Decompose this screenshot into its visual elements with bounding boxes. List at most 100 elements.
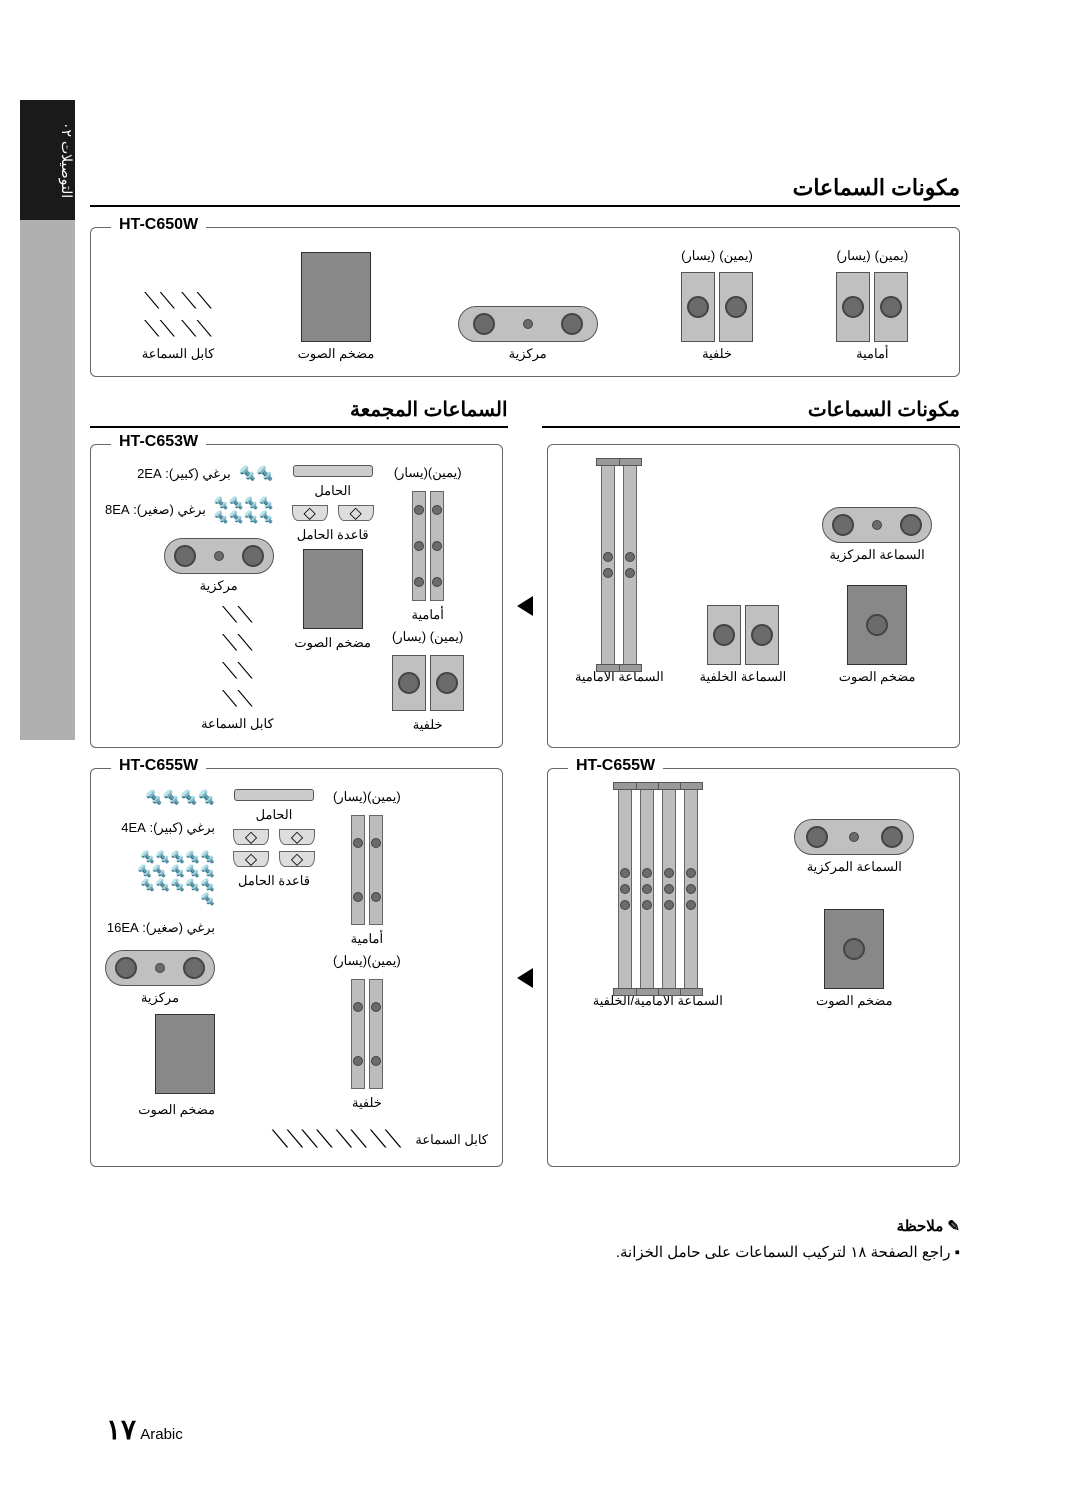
bracket-icon [234,789,314,801]
label: السماعة الخلفية [700,669,787,685]
arrow-left-icon [517,596,533,616]
page-lang: Arabic [140,1426,183,1443]
label: مضخم الصوت [839,669,916,685]
label-front: أمامية [856,346,888,362]
subwoofer-icon [301,252,371,342]
page-number: ١٧ [106,1414,136,1445]
label: مركزية [141,990,179,1006]
box-title-c650w: HT-C650W [111,216,206,234]
note-block: ✎ ملاحظة ▪ راجع الصفحة ١٨ لتركيب السماعا… [90,1217,960,1261]
item-rear: (يمين)(يسار) خلفية [681,248,753,362]
front-pair [351,815,383,925]
label: خلفية [413,717,443,733]
side-strip [20,220,75,740]
rl: (يمين)(يسار) [394,465,462,481]
l: (يسار) [681,248,715,264]
sub-icon [155,1014,215,1094]
box-c655w-components: HT-C655W 🔩🔩🔩🔩 برغي (كبير): 4EA 🔩🔩🔩🔩🔩🔩🔩🔩 … [90,768,503,1167]
screw-small-icon: 🔩🔩🔩🔩🔩🔩🔩🔩 [214,496,274,524]
stand-pair-icon2: ◇◇ [233,851,315,867]
rl2: (يمين)(يسار) [333,953,401,969]
rear-small-pair [392,655,464,711]
label-rear: خلفية [702,346,732,362]
item-front-assembled: السماعة الأمامية [575,465,664,685]
title-left: السماعات المجمعة [90,397,508,428]
item-center-sub-655: السماعة المركزية مضخم الصوت [794,819,914,1009]
rl: (يمين)(يسار) [333,789,401,805]
sub-icon [303,549,363,629]
item-cable-653: ⟋⟋⟋⟋⟋⟋⟋⟋ كابل السماعة [201,602,274,732]
tall-pair-icon [601,465,637,665]
item-rear-assembled: السماعة الخلفية [700,605,787,685]
item-center: مركزية [458,306,598,362]
center-icon [164,538,274,574]
label: مضخم الصوت [294,635,371,651]
rear-pair [351,979,383,1089]
center-icon [822,507,932,543]
sub-icon [847,585,907,665]
item-front: (يمين) (يسار) أمامية [836,248,908,362]
page-title: مكونات السماعات [90,175,960,207]
center-icon [794,819,914,855]
screw-big-icon: 🔩🔩🔩🔩 [145,789,215,806]
label: كابل السماعة [201,716,274,732]
label: الحامل [314,483,351,499]
row-c655w: HT-C655W 🔩🔩🔩🔩 برغي (كبير): 4EA 🔩🔩🔩🔩🔩🔩🔩🔩 … [90,768,960,1187]
note-head: ✎ ملاحظة [90,1217,960,1235]
r2: (يمين) [875,248,909,264]
box-c650w: HT-C650W ⟋⟋ ⟋⟋⟋⟋ ⟋⟋ كابل السماعة مضخم ال… [90,227,960,377]
page-content: مكونات السماعات HT-C650W ⟋⟋ ⟋⟋⟋⟋ ⟋⟋ كابل… [90,175,960,1261]
cable-icon: ⟋⟋⟋⟋⟋⟋⟋⟋ [222,602,253,712]
r: (يمين) [719,248,753,264]
label: برغي (صغير): 16EA [107,920,215,936]
tall-pair-icon [618,789,698,989]
item-tall-655: السماعة الأمامية/الخلفية [593,789,723,1009]
box-c653w-components: HT-C653W 🔩🔩برغي (كبير): 2EA 🔩🔩🔩🔩🔩🔩🔩🔩برغي… [90,444,503,748]
stand-pair-icon: ◇◇ [292,505,374,521]
dual-titles: مكونات السماعات السماعات المجمعة [90,397,960,428]
label-center: مركزية [509,346,547,362]
center-speaker-icon [458,306,598,342]
label: السماعة المركزية [830,547,925,563]
label: أمامية [411,607,443,623]
stand-pair-icon: ◇◇ [233,829,315,845]
rear-pair-icon [681,272,753,342]
rl2: (يمين) (يسار) [392,629,463,645]
box-c653w-assembled: السماعة الأمامية السماعة الخلفية السماعة… [547,444,960,748]
label: برغي (كبير): 4EA [121,820,215,836]
bracket-icon [293,465,373,477]
side-tab-label: التوصيلات [59,141,75,198]
item-sub: مضخم الصوت [298,252,375,362]
front-med-pair [412,491,444,601]
front-pair-icon [836,272,908,342]
item-center-653: مركزية [164,538,274,594]
label: مركزية [200,578,238,594]
side-tab-num: ٠٢ [59,122,75,137]
sub-icon [824,909,884,989]
page-footer: ١٧ Arabic [100,1413,183,1446]
label: أمامية [351,931,383,947]
label: مضخم الصوت [816,993,893,1009]
label-cable: كابل السماعة [142,346,215,362]
item-center-655: مركزية [105,950,215,1006]
screw-small-icon: 🔩🔩🔩🔩🔩🔩🔩🔩 🔩🔩🔩🔩🔩🔩🔩🔩 [135,850,215,906]
center-icon [105,950,215,986]
item-center-sub-assembled: السماعة المركزية مضخم الصوت [822,507,932,685]
arrow-left-icon [517,968,533,988]
label: قاعدة الحامل [238,873,310,889]
label-bigscrew: برغي (كبير): 2EA [137,466,231,482]
row-c653w: HT-C653W 🔩🔩برغي (كبير): 2EA 🔩🔩🔩🔩🔩🔩🔩🔩برغي… [90,444,960,768]
label: السماعة المركزية [807,859,902,875]
box-title-c655w-r: HT-C655W [111,757,206,775]
label-smallscrew: برغي (صغير): 8EA [105,502,206,518]
rear-icon [707,605,779,665]
title-right: مكونات السماعات [542,397,960,428]
item-cable: ⟋⟋ ⟋⟋⟋⟋ ⟋⟋ كابل السماعة [142,288,215,362]
label: قاعدة الحامل [297,527,369,543]
label-sub: مضخم الصوت [298,346,375,362]
label: الحامل [256,807,293,823]
cable-icon: ⟋⟋ ⟋⟋⟋⟋ ⟋⟋ [144,288,212,342]
screw-big-icon: 🔩🔩 [239,465,274,482]
label: خلفية [352,1095,382,1111]
l2: (يسار) [836,248,870,264]
